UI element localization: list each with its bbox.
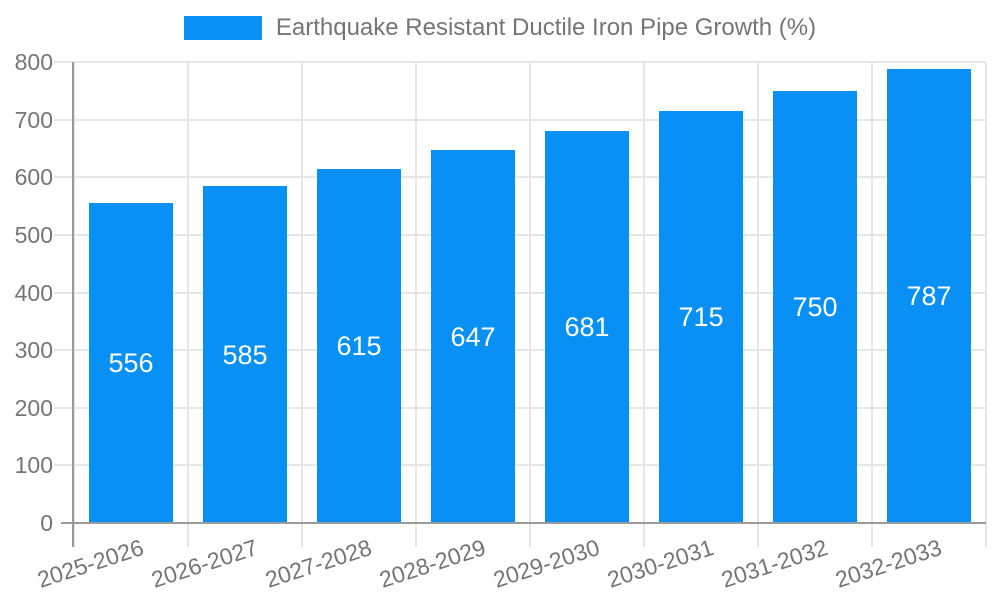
x-tick-label: 2030-2031 [604, 534, 717, 593]
y-tick-label: 0 [40, 510, 53, 536]
bar [545, 131, 629, 523]
y-gridline [54, 119, 986, 121]
bar-value-label: 556 [108, 348, 154, 378]
x-gridline [529, 62, 531, 547]
legend-label: Earthquake Resistant Ductile Iron Pipe G… [275, 14, 817, 41]
bar-value-label: 750 [792, 292, 838, 322]
x-tick-label: 2031-2032 [718, 534, 831, 593]
x-gridline [985, 62, 987, 547]
y-gridline [54, 176, 986, 178]
y-tick-label: 500 [14, 222, 53, 248]
y-gridline [54, 61, 986, 63]
y-gridline [54, 292, 986, 294]
y-gridline [54, 349, 986, 351]
x-gridline [757, 62, 759, 547]
bar [887, 69, 971, 523]
bar [89, 203, 173, 523]
x-tick-label: 2025-2026 [34, 534, 147, 593]
x-tick-label: 2026-2027 [148, 534, 261, 593]
bar [659, 111, 743, 523]
chart-legend: Earthquake Resistant Ductile Iron Pipe G… [0, 14, 1000, 42]
y-tick-label: 800 [14, 49, 53, 75]
y-axis-line [72, 62, 74, 547]
bar-value-label: 715 [678, 302, 724, 332]
bar [431, 150, 515, 523]
y-tick-label: 700 [14, 107, 53, 133]
y-tick-label: 300 [14, 337, 53, 363]
bar [317, 169, 401, 523]
y-gridline [54, 407, 986, 409]
y-tick-label: 600 [14, 164, 53, 190]
x-gridline [187, 62, 189, 547]
x-tick-label: 2029-2030 [490, 534, 603, 593]
y-gridline [54, 234, 986, 236]
y-tick-label: 100 [14, 452, 53, 478]
bar-value-label: 681 [564, 312, 610, 342]
x-gridline [643, 62, 645, 547]
legend-swatch [183, 16, 262, 40]
bar-value-label: 787 [906, 281, 952, 311]
y-tick-label: 200 [14, 395, 53, 421]
x-gridline [871, 62, 873, 547]
bar-value-label: 585 [222, 340, 268, 370]
x-gridline [301, 62, 303, 547]
x-tick-label: 2032-2033 [832, 534, 945, 593]
bar-value-label: 647 [450, 322, 496, 352]
x-tick-label: 2027-2028 [262, 534, 375, 593]
x-gridline [415, 62, 417, 547]
bar-value-label: 615 [336, 331, 382, 361]
x-gridline [73, 62, 75, 547]
y-tick-label: 400 [14, 280, 53, 306]
bar [203, 186, 287, 523]
x-tick-label: 2028-2029 [376, 534, 489, 593]
bar [773, 91, 857, 523]
y-gridline [54, 464, 986, 466]
x-axis-line [61, 522, 986, 524]
